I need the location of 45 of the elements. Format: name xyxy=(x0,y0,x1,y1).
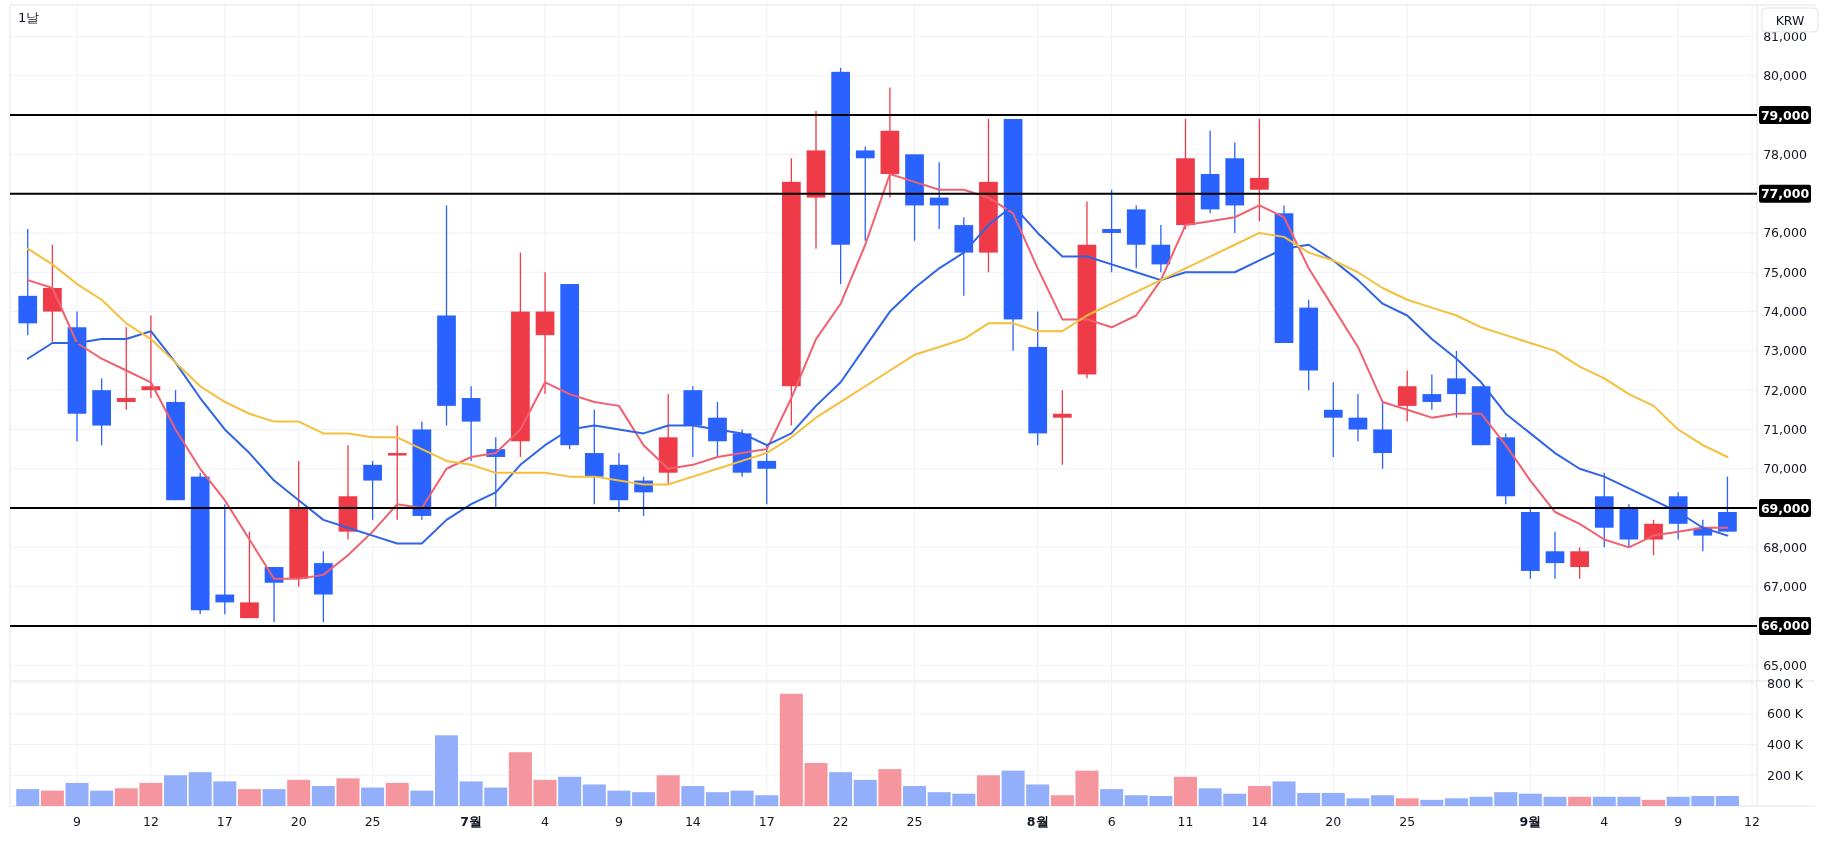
x-tick-label: 11 xyxy=(1177,814,1194,829)
x-tick-label: 9월 xyxy=(1519,814,1542,829)
ref-line-label: 77,000 xyxy=(1760,186,1810,202)
x-tick-label: 4 xyxy=(541,814,550,829)
chart-title: 1날 xyxy=(18,10,40,25)
ref-line-label: 66,000 xyxy=(1760,618,1810,634)
x-tick-label: 9 xyxy=(73,814,82,829)
x-tick-label: 4 xyxy=(1600,814,1609,829)
y-tick-label: 68,000 xyxy=(1763,539,1807,555)
y-tick-label: 76,000 xyxy=(1763,225,1807,241)
y-axis-title: KRW xyxy=(1775,12,1805,28)
y-tick-label: 400 K xyxy=(1766,737,1804,752)
x-tick-label: 25 xyxy=(1399,814,1416,829)
ref-line-label: 79,000 xyxy=(1760,107,1810,123)
x-tick-label: 14 xyxy=(684,814,701,829)
x-tick-label: 14 xyxy=(1251,814,1268,829)
x-tick-label: 22 xyxy=(832,814,849,829)
y-tick-label: 80,000 xyxy=(1763,68,1807,84)
y-tick-label: 65,000 xyxy=(1763,657,1807,673)
x-tick-label: 20 xyxy=(290,814,307,829)
y-tick-label: 200 K xyxy=(1766,767,1804,783)
x-tick-label: 17 xyxy=(216,814,233,829)
x-tick-label: 17 xyxy=(758,814,775,829)
x-tick-label: 6 xyxy=(1107,814,1116,829)
x-tick-label: 9 xyxy=(1674,814,1683,829)
y-tick-label: 73,000 xyxy=(1763,343,1807,359)
y-tick-label: 75,000 xyxy=(1763,264,1807,280)
x-tick-label: 9 xyxy=(614,814,623,829)
y-tick-label: 81,000 xyxy=(1763,28,1807,44)
x-tick-label: 20 xyxy=(1325,814,1342,829)
y-tick-label: 71,000 xyxy=(1763,421,1807,437)
y-tick-label: 72,000 xyxy=(1763,382,1807,398)
x-tick-label: 8월 xyxy=(1026,814,1049,829)
x-tick-label: 25 xyxy=(906,814,923,829)
x-tick-label: 7월 xyxy=(460,814,482,829)
ref-line-label: 69,000 xyxy=(1760,500,1810,516)
x-tick-label: 25 xyxy=(364,814,381,829)
x-tick-label: 12 xyxy=(1744,814,1761,829)
y-tick-label: 67,000 xyxy=(1763,579,1807,595)
x-tick-label: 12 xyxy=(142,814,159,829)
y-tick-label: 78,000 xyxy=(1763,146,1807,162)
y-tick-label: 800 K xyxy=(1766,675,1804,691)
y-tick-label: 70,000 xyxy=(1763,461,1807,477)
y-tick-label: 74,000 xyxy=(1763,304,1807,320)
y-tick-label: 600 K xyxy=(1766,706,1804,722)
